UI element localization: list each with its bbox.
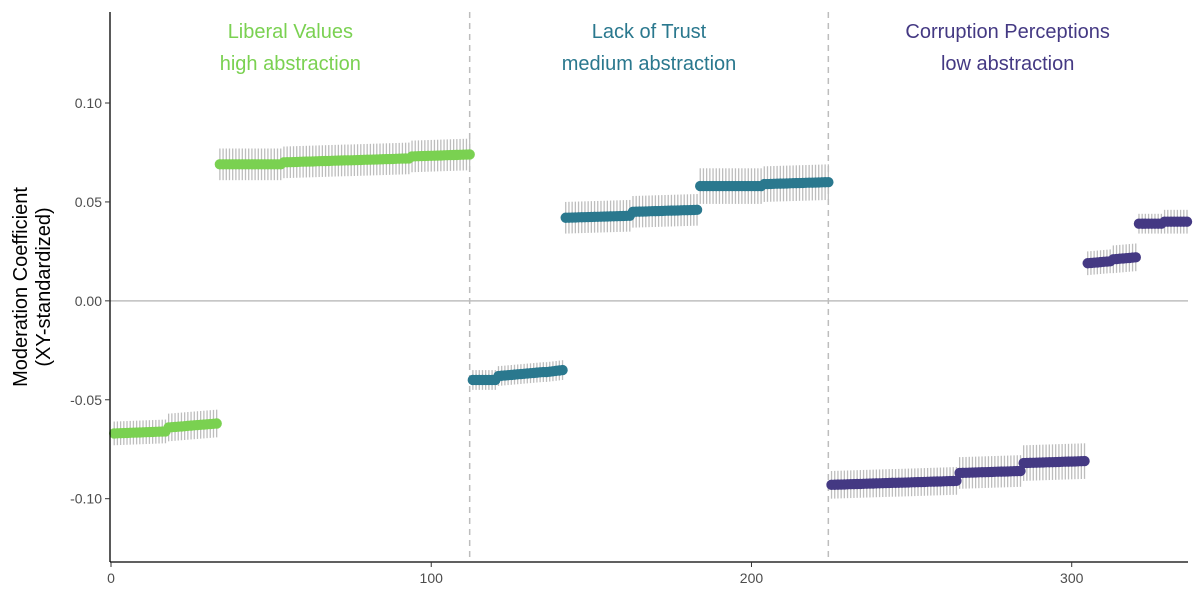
lack-of-trust-point xyxy=(691,204,703,216)
corruption-perceptions-point xyxy=(1130,252,1141,263)
x-tick-label: 100 xyxy=(420,570,444,586)
liberal-values-point xyxy=(464,149,475,160)
corruption-perceptions-point xyxy=(1181,216,1193,227)
liberal-values-label-title: Liberal Values xyxy=(228,21,353,43)
corruption-perceptions-point xyxy=(1079,455,1090,467)
y-axis-title-line1: Moderation Coefficient xyxy=(10,187,32,387)
x-tick-label: 300 xyxy=(1060,570,1084,586)
y-tick-label: -0.05 xyxy=(70,392,102,408)
liberal-values-label-subtitle: high abstraction xyxy=(220,53,361,75)
lack-of-trust-point xyxy=(557,364,568,376)
y-tick-label: 0.00 xyxy=(75,293,102,309)
corruption-perceptions-point xyxy=(951,475,962,487)
lack-of-trust-label-title: Lack of Trust xyxy=(592,21,707,43)
y-tick-label: -0.10 xyxy=(70,491,102,507)
y-tick-label: 0.05 xyxy=(75,194,102,210)
liberal-values-point xyxy=(211,418,222,429)
corruption-perceptions-point xyxy=(1015,465,1026,477)
y-axis-title-line2: (XY-standardized) xyxy=(33,207,55,366)
y-tick-label: 0.10 xyxy=(75,95,102,111)
x-tick-label: 0 xyxy=(107,570,115,586)
corruption-perceptions-label-title: Corruption Perceptions xyxy=(905,21,1110,43)
lack-of-trust-label-subtitle: medium abstraction xyxy=(562,53,737,75)
corruption-perceptions-label-subtitle: low abstraction xyxy=(941,53,1074,75)
lack-of-trust-point xyxy=(823,176,834,188)
x-tick-label: 200 xyxy=(740,570,764,586)
